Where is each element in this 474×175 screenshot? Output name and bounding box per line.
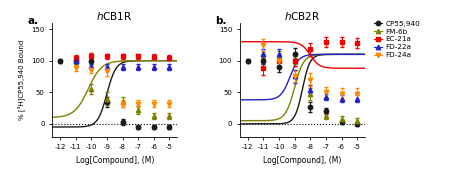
Legend: CP55,940, FM-6b, EC-21a, FD-22a, FD-24a: CP55,940, FM-6b, EC-21a, FD-22a, FD-24a [374, 21, 420, 58]
X-axis label: Log[Compound], (M): Log[Compound], (M) [75, 156, 154, 165]
Title: $\mathit{h}$CB2R: $\mathit{h}$CB2R [284, 10, 320, 22]
Title: $\mathit{h}$CB1R: $\mathit{h}$CB1R [97, 10, 133, 22]
Text: b.: b. [215, 16, 226, 26]
X-axis label: Log[Compound], (M): Log[Compound], (M) [263, 156, 342, 165]
Y-axis label: % [³H]CP55,940 Bound: % [³H]CP55,940 Bound [18, 40, 26, 120]
Text: a.: a. [27, 16, 38, 26]
